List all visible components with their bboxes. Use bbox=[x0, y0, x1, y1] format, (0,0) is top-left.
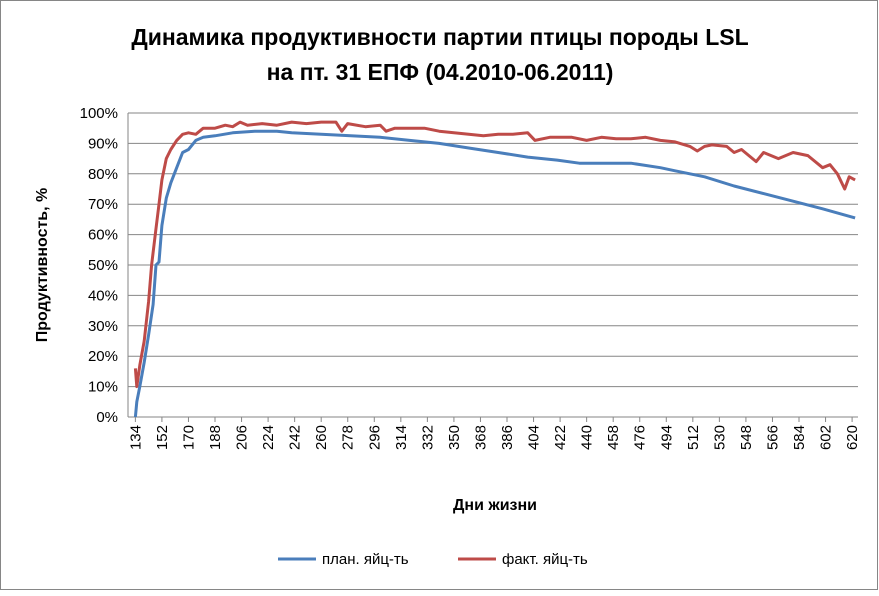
y-tick-label: 20% bbox=[88, 348, 118, 365]
chart-subtitle: на пт. 31 ЕПФ (04.2010-06.2011) bbox=[267, 59, 614, 85]
x-tick-label: 134 bbox=[127, 425, 144, 450]
x-tick-label: 530 bbox=[711, 425, 728, 450]
y-axis-label: Продуктивность, % bbox=[34, 188, 51, 343]
legend-label: факт. яйц-ть bbox=[502, 551, 588, 568]
x-tick-label: 386 bbox=[499, 425, 516, 450]
y-tick-label: 0% bbox=[96, 409, 118, 426]
y-tick-label: 100% bbox=[80, 105, 118, 122]
x-tick-label: 206 bbox=[234, 425, 251, 450]
y-tick-label: 10% bbox=[88, 379, 118, 396]
x-tick-label: 494 bbox=[658, 425, 675, 450]
x-tick-label: 584 bbox=[791, 425, 808, 450]
x-tick-label: 224 bbox=[260, 425, 277, 450]
x-tick-label: 548 bbox=[738, 425, 755, 450]
x-tick-label: 476 bbox=[632, 425, 649, 450]
x-tick-label: 350 bbox=[446, 425, 463, 450]
x-tick-label: 620 bbox=[844, 425, 861, 450]
x-tick-label: 422 bbox=[552, 425, 569, 450]
x-tick-label: 242 bbox=[287, 425, 304, 450]
x-tick-label: 260 bbox=[313, 425, 330, 450]
x-tick-label: 404 bbox=[526, 425, 543, 450]
x-tick-label: 278 bbox=[340, 425, 357, 450]
x-tick-label: 368 bbox=[472, 425, 489, 450]
x-tick-label: 170 bbox=[180, 425, 197, 450]
y-tick-label: 60% bbox=[88, 227, 118, 244]
y-tick-label: 40% bbox=[88, 287, 118, 304]
series-line bbox=[133, 129, 856, 418]
y-tick-label: 50% bbox=[88, 257, 118, 274]
x-tick-label: 188 bbox=[207, 425, 224, 450]
x-tick-label: 566 bbox=[764, 425, 781, 450]
series-line bbox=[133, 120, 856, 389]
legend-label: план. яйц-ть bbox=[322, 551, 409, 568]
y-tick-label: 70% bbox=[88, 196, 118, 213]
x-tick-label: 314 bbox=[393, 425, 410, 450]
x-tick-label: 602 bbox=[818, 425, 835, 450]
x-tick-label: 458 bbox=[605, 425, 622, 450]
y-tick-label: 30% bbox=[88, 318, 118, 335]
y-tick-label: 80% bbox=[88, 166, 118, 183]
x-tick-label: 332 bbox=[419, 425, 436, 450]
x-tick-label: 152 bbox=[154, 425, 171, 450]
x-tick-label: 296 bbox=[366, 425, 383, 450]
x-axis-label: Дни жизни bbox=[453, 497, 537, 514]
y-tick-label: 90% bbox=[88, 135, 118, 152]
x-tick-label: 440 bbox=[579, 425, 596, 450]
chart-title: Динамика продуктивности партии птицы пор… bbox=[131, 24, 748, 50]
x-tick-label: 512 bbox=[685, 425, 702, 450]
